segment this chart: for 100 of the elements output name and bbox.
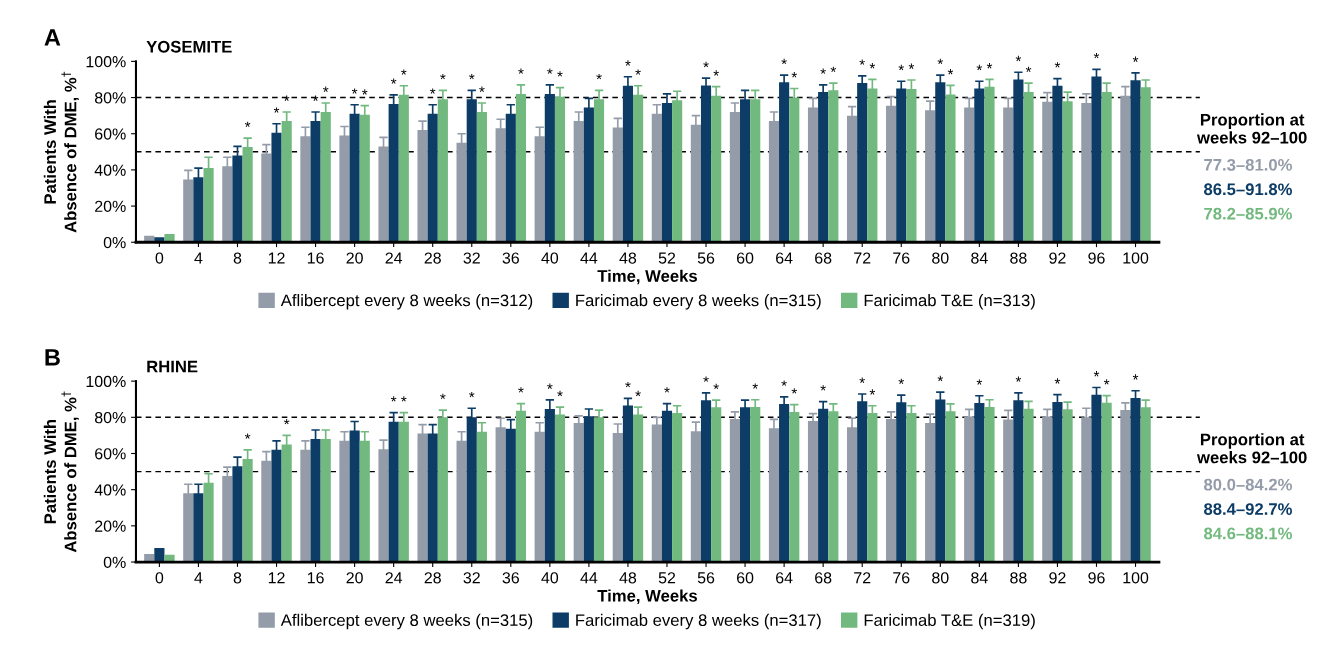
text: B — [45, 349, 60, 366]
legend-label: Aflibercept every 8 weeks (n=315) — [280, 613, 533, 630]
data-label: * — [703, 376, 709, 382]
data-label: * — [1054, 378, 1061, 384]
x-tick-label: 28 — [424, 572, 441, 584]
x-tick-label: 60 — [737, 572, 754, 584]
data-label: * — [781, 380, 787, 386]
data-label: * — [859, 59, 865, 65]
data-label: * — [820, 385, 826, 391]
data-label: * — [781, 58, 787, 65]
data-label: * — [703, 61, 709, 68]
data-label: * — [869, 389, 876, 395]
text: 86.5–91.8% — [1204, 183, 1293, 196]
x-tick-label: 4 — [194, 572, 203, 584]
x-axis-title: Time, Weeks — [597, 589, 697, 605]
data-label: * — [401, 69, 407, 75]
x-tick-label: 56 — [697, 572, 715, 584]
data-label: * — [830, 66, 837, 73]
data-label: * — [351, 88, 358, 94]
x-tick-label: 16 — [307, 572, 324, 584]
legend-label: Aflibercept every 8 weeks (n=312) — [280, 294, 533, 310]
x-tick-label: 64 — [776, 572, 793, 584]
data-label: * — [947, 69, 954, 75]
data-label: * — [937, 58, 944, 65]
chart-title: RHINE — [147, 360, 198, 373]
x-tick-label: 96 — [1088, 572, 1105, 584]
legend-label: Faricimab every 8 weeks (n=315) — [576, 294, 821, 310]
y-tick-label: 80% — [94, 411, 126, 424]
x-tick-label: 68 — [815, 572, 832, 584]
data-label: * — [273, 107, 280, 113]
data-label: * — [401, 396, 407, 402]
text: Proportion at weeks 92–100 — [1196, 433, 1307, 464]
text: 84.6–88.1% — [1204, 527, 1293, 540]
data-label: * — [898, 64, 904, 71]
data-label: * — [362, 89, 368, 95]
x-tick-label: 80 — [932, 572, 949, 584]
text: 80.0–84.2% — [1204, 478, 1293, 491]
y-tick-label: 60% — [95, 448, 126, 460]
data-label: * — [1015, 55, 1022, 62]
data-label: * — [244, 433, 251, 439]
y-tick-label: 80% — [94, 92, 126, 104]
bar — [154, 548, 165, 563]
x-tick-label: 8 — [233, 252, 242, 264]
data-label: * — [323, 86, 329, 92]
bar — [164, 233, 175, 243]
data-label: * — [244, 121, 251, 128]
x-tick-label: 20 — [346, 572, 363, 584]
data-label: * — [1015, 376, 1022, 382]
x-tick-label: 20 — [346, 252, 363, 264]
data-label: * — [518, 68, 524, 74]
data-label: * — [1093, 52, 1100, 59]
data-label: * — [390, 78, 397, 84]
data-label: * — [283, 419, 290, 425]
data-label: * — [518, 387, 524, 393]
text: 77.3–81.0% — [1204, 158, 1293, 171]
x-tick-label: 44 — [580, 572, 598, 584]
data-label: * — [479, 86, 485, 92]
data-label: * — [986, 63, 993, 69]
data-label: * — [791, 72, 798, 78]
x-tick-label: 52 — [658, 572, 676, 584]
data-label: * — [713, 70, 719, 76]
x-tick-label: 32 — [463, 252, 480, 264]
data-label: * — [1103, 379, 1110, 385]
x-tick-label: 16 — [307, 252, 324, 264]
data-label: * — [547, 68, 553, 74]
data-label: * — [908, 63, 915, 69]
data-label: * — [440, 393, 446, 400]
x-tick-label: 44 — [580, 252, 598, 264]
data-label: * — [557, 390, 563, 397]
data-label: * — [859, 377, 865, 383]
data-label: * — [976, 379, 983, 385]
chart-title: YOSEMITE — [146, 40, 232, 53]
y-axis-title: Patients With Absence of DME, %$^{†}$ — [43, 391, 79, 553]
x-tick-label: 40 — [541, 252, 559, 264]
x-tick-label: 60 — [737, 252, 754, 264]
data-label: * — [469, 391, 475, 398]
x-tick-label: 36 — [502, 572, 519, 584]
data-label: * — [1132, 374, 1139, 380]
x-tick-label: 92 — [1049, 252, 1066, 264]
data-label: * — [976, 64, 983, 71]
x-tick-label: 24 — [385, 572, 403, 584]
y-axis-title: Patients With Absence of DME, %$^{†}$ — [43, 71, 79, 233]
y-tick-label: 0% — [103, 556, 126, 568]
text: 78.2–85.9% — [1204, 207, 1293, 220]
y-tick-label: 60% — [95, 128, 126, 140]
data-label: * — [469, 73, 475, 80]
x-tick-label: 52 — [658, 252, 676, 264]
data-label: * — [820, 68, 826, 74]
x-tick-label: 28 — [424, 252, 441, 264]
data-label: * — [898, 378, 904, 385]
data-label: * — [1093, 371, 1100, 377]
data-label: * — [635, 69, 641, 75]
data-label: * — [713, 383, 719, 390]
y-tick-label: 40% — [94, 164, 126, 176]
text: A — [44, 29, 61, 46]
x-tick-label: 24 — [385, 252, 403, 264]
x-tick-label: 40 — [541, 572, 559, 584]
data-label: * — [664, 387, 670, 393]
x-tick-label: 12 — [268, 252, 285, 264]
data-label: * — [429, 88, 436, 94]
